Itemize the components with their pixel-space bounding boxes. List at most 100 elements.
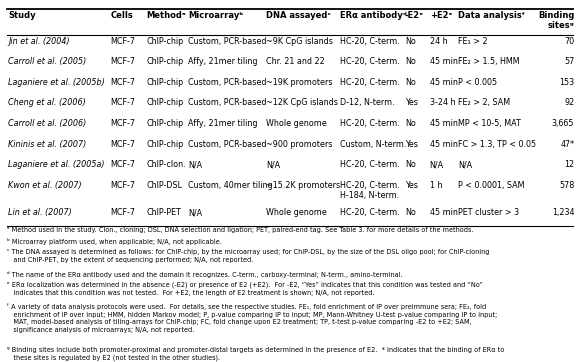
Text: Kwon et al. (2007): Kwon et al. (2007) <box>8 181 82 190</box>
Text: DNA assayedᶜ: DNA assayedᶜ <box>266 11 331 20</box>
Text: Chr. 21 and 22: Chr. 21 and 22 <box>266 57 325 66</box>
Text: ᶜ The DNA assayed is determined as follows: for ChIP-chip, by the microarray use: ᶜ The DNA assayed is determined as follo… <box>7 249 490 262</box>
Text: MCF-7: MCF-7 <box>111 208 135 217</box>
Text: HC-20, C-term.: HC-20, C-term. <box>340 160 400 169</box>
Text: Custom, PCR-based: Custom, PCR-based <box>188 140 267 149</box>
Text: 12: 12 <box>564 160 574 169</box>
Text: HC-20, C-term.
H-184, N-term.: HC-20, C-term. H-184, N-term. <box>340 181 400 201</box>
Text: PET cluster > 3: PET cluster > 3 <box>458 208 520 217</box>
Text: -E2ᵉ: -E2ᵉ <box>405 11 424 20</box>
Text: N/A: N/A <box>266 160 281 169</box>
Text: Jin et al. (2004): Jin et al. (2004) <box>8 37 70 46</box>
Text: N/A: N/A <box>188 208 203 217</box>
Text: Custom, PCR-based: Custom, PCR-based <box>188 78 267 87</box>
Text: 57: 57 <box>564 57 574 66</box>
Text: FE₂ > 2, SAM: FE₂ > 2, SAM <box>458 98 510 108</box>
Text: Custom, PCR-based: Custom, PCR-based <box>188 98 267 108</box>
Text: D-12, N-term.: D-12, N-term. <box>340 98 395 108</box>
Text: +E2ᵉ: +E2ᵉ <box>430 11 452 20</box>
Text: ᵈ The name of the ERα antibody used and the domain it recognizes. C-term., carbo: ᵈ The name of the ERα antibody used and … <box>7 271 403 278</box>
Text: N/A: N/A <box>188 160 203 169</box>
Text: ~15.2K promoters: ~15.2K promoters <box>266 181 340 190</box>
Text: ~19K promoters: ~19K promoters <box>266 78 332 87</box>
Text: 1 h: 1 h <box>430 181 442 190</box>
Text: 92: 92 <box>564 98 574 108</box>
Text: 24 h: 24 h <box>430 37 448 46</box>
Text: 3-24 h: 3-24 h <box>430 98 455 108</box>
Text: Binding
sitesᵍ: Binding sitesᵍ <box>538 11 574 30</box>
Text: No: No <box>405 78 416 87</box>
Text: ~12K CpG islands: ~12K CpG islands <box>266 98 338 108</box>
Text: FC > 1.3, TP < 0.05: FC > 1.3, TP < 0.05 <box>458 140 537 149</box>
Text: HC-20, C-term.: HC-20, C-term. <box>340 37 400 46</box>
Text: ChIP-chip: ChIP-chip <box>146 78 184 87</box>
Text: ChIP-chip: ChIP-chip <box>146 140 184 149</box>
Text: 3,665: 3,665 <box>552 119 574 128</box>
Text: Laganiere et al. (2005b): Laganiere et al. (2005b) <box>8 78 105 87</box>
Text: ChIP-chip: ChIP-chip <box>146 37 184 46</box>
Text: Lin et al. (2007): Lin et al. (2007) <box>8 208 72 217</box>
Text: ChIP-chip: ChIP-chip <box>146 98 184 108</box>
Text: 70: 70 <box>564 37 574 46</box>
Text: HC-20, C-term.: HC-20, C-term. <box>340 78 400 87</box>
Text: Custom, N-term.: Custom, N-term. <box>340 140 406 149</box>
Text: 45 min: 45 min <box>430 57 457 66</box>
Text: ᶠ A variety of data analysis protocols were used.  For details, see the respecti: ᶠ A variety of data analysis protocols w… <box>7 303 497 333</box>
Text: Custom, PCR-based: Custom, PCR-based <box>188 37 267 46</box>
Text: HC-20, C-term.: HC-20, C-term. <box>340 208 400 217</box>
Text: ERα antibodyᵈ: ERα antibodyᵈ <box>340 11 407 20</box>
Text: ChIP-clon.: ChIP-clon. <box>146 160 186 169</box>
Text: P < 0.0001, SAM: P < 0.0001, SAM <box>458 181 525 190</box>
Text: No: No <box>405 119 416 128</box>
Text: ~900 promoters: ~900 promoters <box>266 140 332 149</box>
Text: Carroll et al. (2006): Carroll et al. (2006) <box>8 119 86 128</box>
Text: 45 min: 45 min <box>430 208 457 217</box>
Text: Whole genome: Whole genome <box>266 119 327 128</box>
Text: HC-20, C-term.: HC-20, C-term. <box>340 57 400 66</box>
Text: MCF-7: MCF-7 <box>111 57 135 66</box>
Text: ChIP-chip: ChIP-chip <box>146 119 184 128</box>
Text: FE₂ > 1.5, HMM: FE₂ > 1.5, HMM <box>458 57 520 66</box>
Text: Yes: Yes <box>405 98 418 108</box>
Text: No: No <box>405 37 416 46</box>
Text: Data analysisᶠ: Data analysisᶠ <box>458 11 525 20</box>
Text: Kininis et al. (2007): Kininis et al. (2007) <box>8 140 86 149</box>
Text: N/A: N/A <box>458 160 473 169</box>
Text: Custom, 40mer tiling: Custom, 40mer tiling <box>188 181 273 190</box>
Text: Cells: Cells <box>111 11 133 20</box>
Text: MCF-7: MCF-7 <box>111 140 135 149</box>
Text: Methodᵃ: Methodᵃ <box>146 11 186 20</box>
Text: Carroll et al. (2005): Carroll et al. (2005) <box>8 57 86 66</box>
Text: 153: 153 <box>559 78 574 87</box>
Text: Yes: Yes <box>405 181 418 190</box>
Text: 47*: 47* <box>560 140 574 149</box>
Text: MCF-7: MCF-7 <box>111 119 135 128</box>
Text: Microarrayᵇ: Microarrayᵇ <box>188 11 244 20</box>
Text: ᵍ Binding sites include both promoter-proximal and promoter-distal targets as de: ᵍ Binding sites include both promoter-pr… <box>7 347 504 361</box>
Text: Affy, 21mer tiling: Affy, 21mer tiling <box>188 119 258 128</box>
Text: 45 min: 45 min <box>430 140 457 149</box>
Text: Cheng et al. (2006): Cheng et al. (2006) <box>8 98 86 108</box>
Text: FE₁ > 2: FE₁ > 2 <box>458 37 488 46</box>
Text: ChIP-DSL: ChIP-DSL <box>146 181 182 190</box>
Text: Whole genome: Whole genome <box>266 208 327 217</box>
Text: No: No <box>405 57 416 66</box>
Text: 45 min: 45 min <box>430 78 457 87</box>
Text: P < 0.005: P < 0.005 <box>458 78 498 87</box>
Text: ChIP-PET: ChIP-PET <box>146 208 181 217</box>
Text: MCF-7: MCF-7 <box>111 37 135 46</box>
Text: MCF-7: MCF-7 <box>111 78 135 87</box>
Text: ChIP-chip: ChIP-chip <box>146 57 184 66</box>
Text: MP < 10-5, MAT: MP < 10-5, MAT <box>458 119 521 128</box>
Text: ~9K CpG islands: ~9K CpG islands <box>266 37 333 46</box>
Text: No: No <box>405 160 416 169</box>
Text: Study: Study <box>8 11 36 20</box>
Text: N/A: N/A <box>430 160 444 169</box>
Text: MCF-7: MCF-7 <box>111 181 135 190</box>
Text: Laganiere et al. (2005a): Laganiere et al. (2005a) <box>8 160 105 169</box>
Text: 578: 578 <box>559 181 574 190</box>
Text: No: No <box>405 208 416 217</box>
Text: HC-20, C-term.: HC-20, C-term. <box>340 119 400 128</box>
Text: Affy, 21mer tiling: Affy, 21mer tiling <box>188 57 258 66</box>
Text: ᵃ Method used in the study. Clon., cloning; DSL, DNA selection and ligation; PET: ᵃ Method used in the study. Clon., cloni… <box>7 227 473 233</box>
